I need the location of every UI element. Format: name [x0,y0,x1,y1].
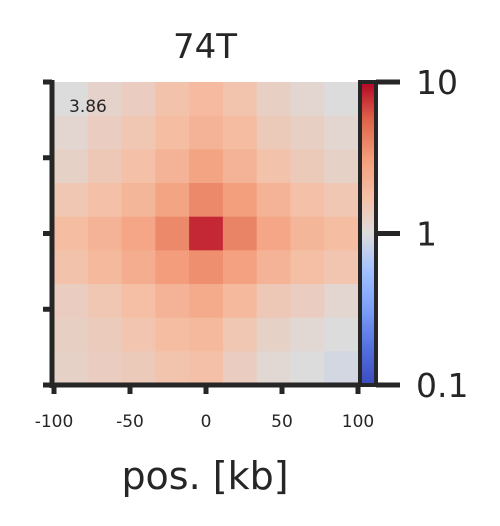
heatmap-cell [222,317,258,352]
heatmap-cell [54,317,89,352]
heatmap-cell [54,216,89,251]
heatmap-cell [189,183,224,218]
heatmap-cell [256,317,292,352]
heatmap-cell [121,183,156,218]
heatmap-cell [189,284,224,319]
heatmap-cell [54,115,89,150]
colorbar-tick-label: 10 [416,63,458,102]
heatmap-cell [54,183,89,218]
heatmap-cell [290,250,325,285]
heatmap-cells [54,82,359,386]
heatmap-cell [54,82,89,117]
colorbar-ticks: 10 1 0.1 [376,63,468,405]
heatmap-cell [87,82,123,117]
heatmap-cell [54,351,89,386]
heatmap-cell [222,284,258,319]
heatmap-cell [87,183,123,218]
heatmap-cell [87,284,123,319]
heatmap-cell [121,115,156,150]
heatmap-cell [121,317,156,352]
heatmap-cell [222,183,258,218]
heatmap-cell [121,351,156,386]
heatmap-cell [324,284,359,319]
heatmap-cell [290,284,325,319]
heatmap-cell [222,250,258,285]
heatmap-cell [189,351,224,386]
heatmap-cell [256,149,292,184]
heatmap-cell [189,317,224,352]
heatmap-cell [290,317,325,352]
heatmap-cell [155,149,190,184]
heatmap-cell [256,250,292,285]
chart-title: 74T [173,27,237,67]
x-axis-label: pos. [kb] [121,454,288,498]
heatmap-cell [87,250,123,285]
heatmap-cell [155,216,190,251]
heatmap-cell [155,250,190,285]
heatmap-cell [121,284,156,319]
heatmap-cell [189,82,224,117]
heatmap-cell [290,216,325,251]
heatmap-cell [290,82,325,117]
heatmap-cell [324,351,359,386]
heatmap-cell [324,250,359,285]
heatmap-cell [189,250,224,285]
heatmap-cell [54,284,89,319]
cell-annotation: 3.86 [69,97,107,117]
heatmap-cell [155,317,190,352]
heatmap-cell [256,183,292,218]
heatmap-cell [121,250,156,285]
x-tick-label: 100 [342,412,374,432]
heatmap-cell [155,351,190,386]
heatmap-cell [155,284,190,319]
heatmap-cell [222,351,258,386]
heatmap-cell [121,216,156,251]
heatmap-cell [324,317,359,352]
heatmap-cell [87,115,123,150]
heatmap-cell [324,216,359,251]
heatmap-cell [155,115,190,150]
colorbar-tick-label: 0.1 [416,366,468,405]
heatmap-cell [222,216,258,251]
heatmap-cell [189,149,224,184]
heatmap-cell [155,82,190,117]
heatmap-cell [222,149,258,184]
x-tick-label: -100 [35,412,74,432]
heatmap-cell [324,149,359,184]
x-tick-label: -50 [116,412,144,432]
heatmap-cell [87,351,123,386]
heatmap-cell [87,149,123,184]
heatmap-cell [256,284,292,319]
heatmap-cell [87,317,123,352]
heatmap-cell [189,216,224,251]
colorbar-tick-label: 1 [416,215,437,254]
heatmap-cell [54,149,89,184]
x-axis-ticks: -100 -50 0 50 100 [35,385,374,432]
heatmap-cell [54,250,89,285]
heatmap-cell [121,82,156,117]
heatmap-cell [222,82,258,117]
heatmap-cell [324,183,359,218]
heatmap-cell [324,82,359,117]
heatmap-cell [121,149,156,184]
heatmap-cell [256,351,292,386]
heatmap-cell [290,351,325,386]
heatmap-cell [290,149,325,184]
heatmap-cell [290,115,325,150]
heatmap-cell [256,115,292,150]
heatmap-cell [189,115,224,150]
heatmap-cell [324,115,359,150]
heatmap-cell [256,216,292,251]
heatmap-cell [256,82,292,117]
colorbar [358,80,378,387]
heatmap-cell [290,183,325,218]
heatmap-cell [155,183,190,218]
x-tick-label: 0 [201,412,212,432]
heatmap-cell [87,216,123,251]
x-tick-label: 50 [271,412,293,432]
heatmap-cell [222,115,258,150]
y-axis-ticks [43,79,52,388]
